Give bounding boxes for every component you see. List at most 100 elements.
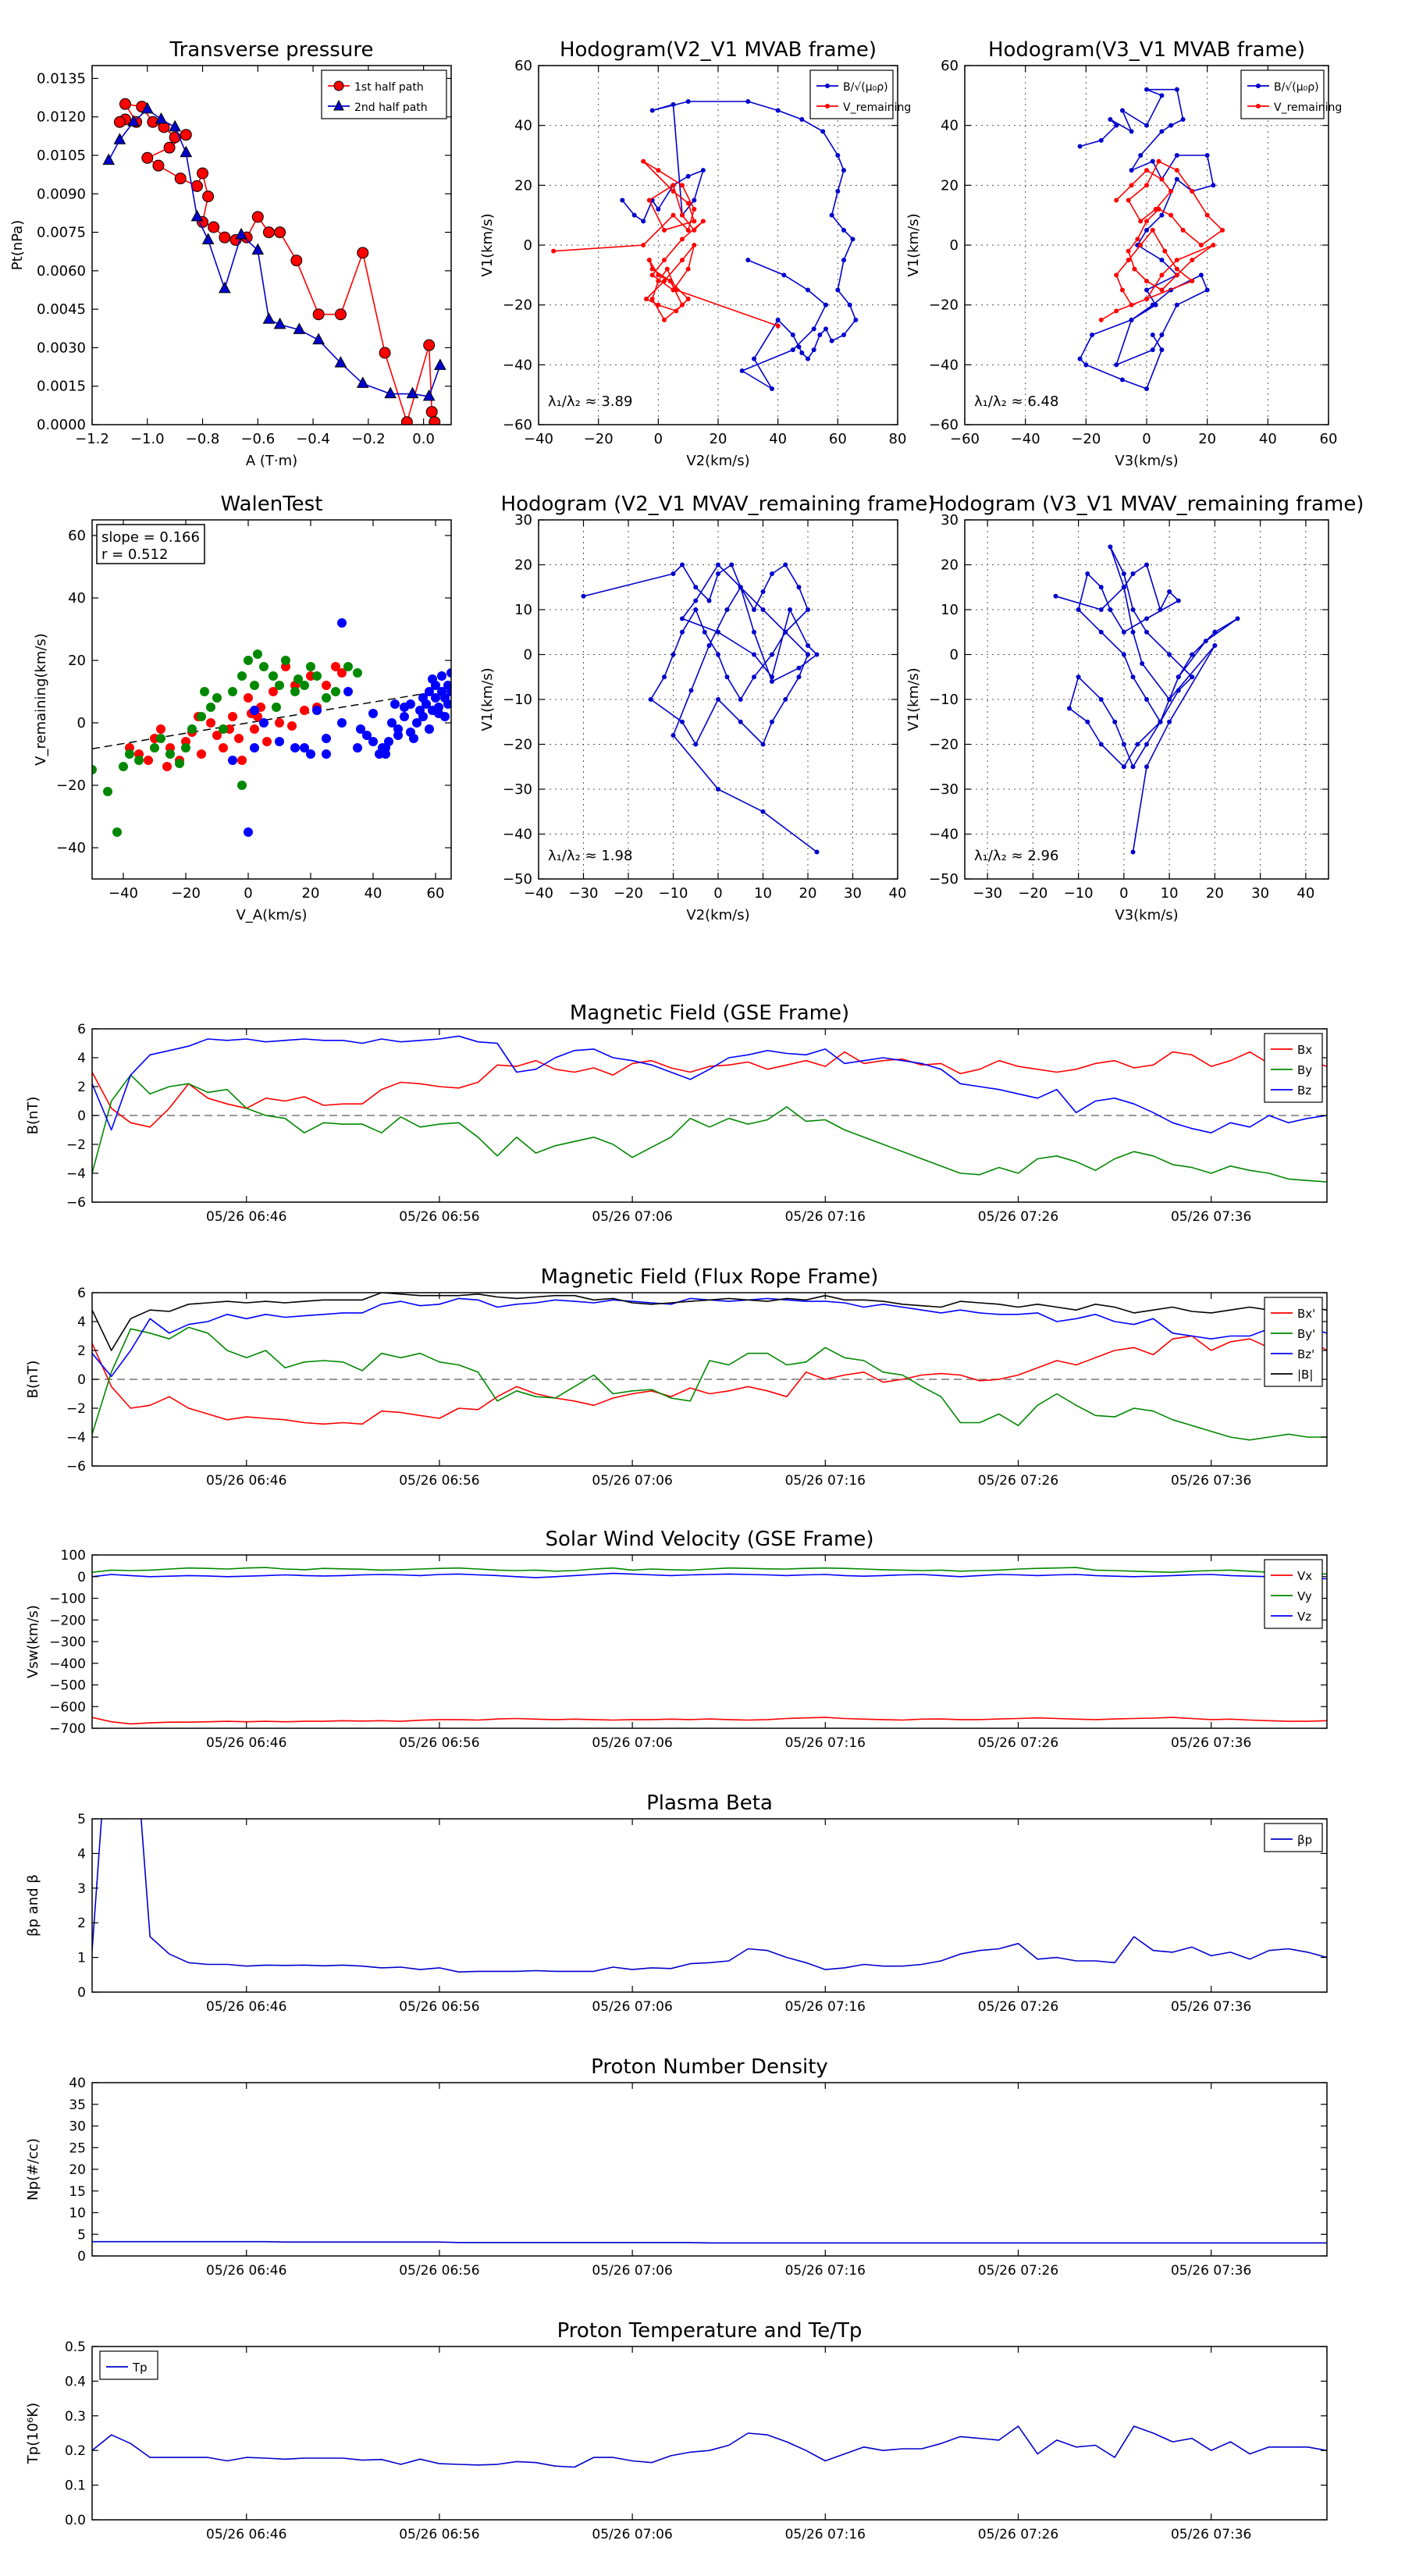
data-point xyxy=(790,347,795,353)
data-point xyxy=(1174,168,1179,173)
y-axis-label: B(nT) xyxy=(25,1097,41,1135)
data-point xyxy=(1129,317,1134,322)
data-point xyxy=(716,787,720,792)
data-point xyxy=(140,101,154,114)
series-line-bx xyxy=(92,1335,1327,1425)
legend-label: Bz xyxy=(1297,1083,1311,1098)
chart-ts_vsw: 05/26 06:46 05/26 06:56 05/26 07:06 05/26 0… xyxy=(25,1528,1328,1751)
data-point xyxy=(269,687,278,696)
x-tick-label: 05/26 06:46 xyxy=(206,1999,286,2015)
data-point xyxy=(293,674,303,684)
y-tick-label: 40 xyxy=(514,118,532,134)
y-tick-label: −2 xyxy=(66,1401,86,1417)
y-tick-label: 4 xyxy=(77,1315,86,1330)
data-point xyxy=(656,302,661,308)
data-point xyxy=(112,827,122,837)
data-point xyxy=(688,688,694,693)
legend-frame xyxy=(1264,1559,1323,1629)
x-tick-label: 05/26 06:46 xyxy=(206,1735,286,1751)
legend-marker xyxy=(1256,84,1261,88)
data-point xyxy=(680,302,685,308)
data-point xyxy=(716,697,720,702)
data-point xyxy=(1108,607,1113,612)
data-point xyxy=(180,145,193,158)
data-point xyxy=(1129,129,1134,134)
y-tick-label: 0.3 xyxy=(65,2409,86,2425)
data-point xyxy=(228,756,237,765)
data-point xyxy=(287,721,297,731)
data-point xyxy=(443,699,451,709)
data-point xyxy=(1176,688,1181,693)
data-point xyxy=(1108,544,1113,550)
plot-frame xyxy=(91,1818,1328,1993)
legend-label: Vx xyxy=(1297,1569,1312,1583)
chart-ts_np: 05/26 06:46 05/26 06:56 05/26 07:06 05/26 0… xyxy=(25,2055,1328,2279)
data-point xyxy=(716,571,720,576)
data-point xyxy=(250,724,259,734)
data-point xyxy=(378,743,387,753)
y-tick-label: 20 xyxy=(69,2162,86,2178)
data-point xyxy=(835,287,841,293)
data-point xyxy=(331,687,340,696)
data-point xyxy=(275,681,284,690)
x-tick-label: 05/26 07:36 xyxy=(1171,2527,1251,2542)
chart-title: Hodogram (V2_V1 MVAV_remaining frame) xyxy=(501,493,936,516)
data-point xyxy=(1150,227,1155,233)
data-point xyxy=(175,759,184,768)
data-point xyxy=(680,719,685,724)
data-point xyxy=(770,719,774,724)
y-tick-label: 0 xyxy=(77,1985,86,2001)
x-tick-label: 05/26 07:06 xyxy=(592,2527,672,2542)
data-point xyxy=(1190,279,1195,283)
data-point xyxy=(1158,719,1163,724)
legend-marker xyxy=(333,80,344,91)
data-point xyxy=(253,649,262,659)
x-tick-label: −20 xyxy=(171,885,201,902)
data-point xyxy=(1135,742,1140,747)
data-point xyxy=(331,662,340,671)
data-point xyxy=(1144,219,1149,224)
data-point xyxy=(234,734,244,743)
x-tick-label: 05/26 07:36 xyxy=(1171,1999,1251,2015)
plot-area xyxy=(92,2347,1327,2520)
chart-ts_beta: 05/26 06:46 05/26 06:56 05/26 07:06 05/26 0… xyxy=(25,1791,1328,2015)
data-point xyxy=(814,849,820,855)
y-tick-label: 0.0 xyxy=(65,2513,86,2528)
data-point xyxy=(259,718,269,728)
chart-title: Proton Number Density xyxy=(591,2055,828,2079)
x-tick-label: −20 xyxy=(584,431,614,447)
data-point xyxy=(1108,117,1113,122)
data-point xyxy=(446,668,451,678)
data-point xyxy=(322,693,331,703)
data-point xyxy=(1098,629,1104,635)
y-tick-label: −20 xyxy=(503,297,532,314)
data-point xyxy=(841,333,846,337)
chart-title: Magnetic Field (GSE Frame) xyxy=(570,1002,849,1025)
data-point xyxy=(680,258,685,263)
y-tick-label: −4 xyxy=(66,1430,86,1446)
y-tick-label: −2 xyxy=(66,1137,86,1153)
data-point xyxy=(716,562,720,568)
data-point xyxy=(113,133,126,144)
y-tick-label: −40 xyxy=(503,357,532,373)
legend-frame xyxy=(1264,1033,1323,1103)
data-point xyxy=(1121,742,1126,747)
x-tick-label: 40 xyxy=(1259,431,1277,447)
data-point xyxy=(1159,333,1165,337)
y-tick-label: 0 xyxy=(950,237,959,254)
data-point xyxy=(300,681,309,690)
y-tick-label: −50 xyxy=(503,871,532,888)
legend: Bx' By' Bz' |B| xyxy=(1264,1297,1323,1387)
data-point xyxy=(1119,287,1125,293)
data-point xyxy=(201,233,215,244)
data-point xyxy=(152,159,165,172)
data-point xyxy=(1098,585,1104,590)
x-tick-label: 05/26 07:36 xyxy=(1171,1209,1251,1225)
data-point xyxy=(1135,237,1140,242)
legend-frame xyxy=(809,69,894,119)
data-point xyxy=(670,733,676,738)
data-point xyxy=(1144,287,1149,293)
data-point xyxy=(820,129,826,134)
data-point xyxy=(692,227,697,233)
data-point xyxy=(169,119,181,132)
